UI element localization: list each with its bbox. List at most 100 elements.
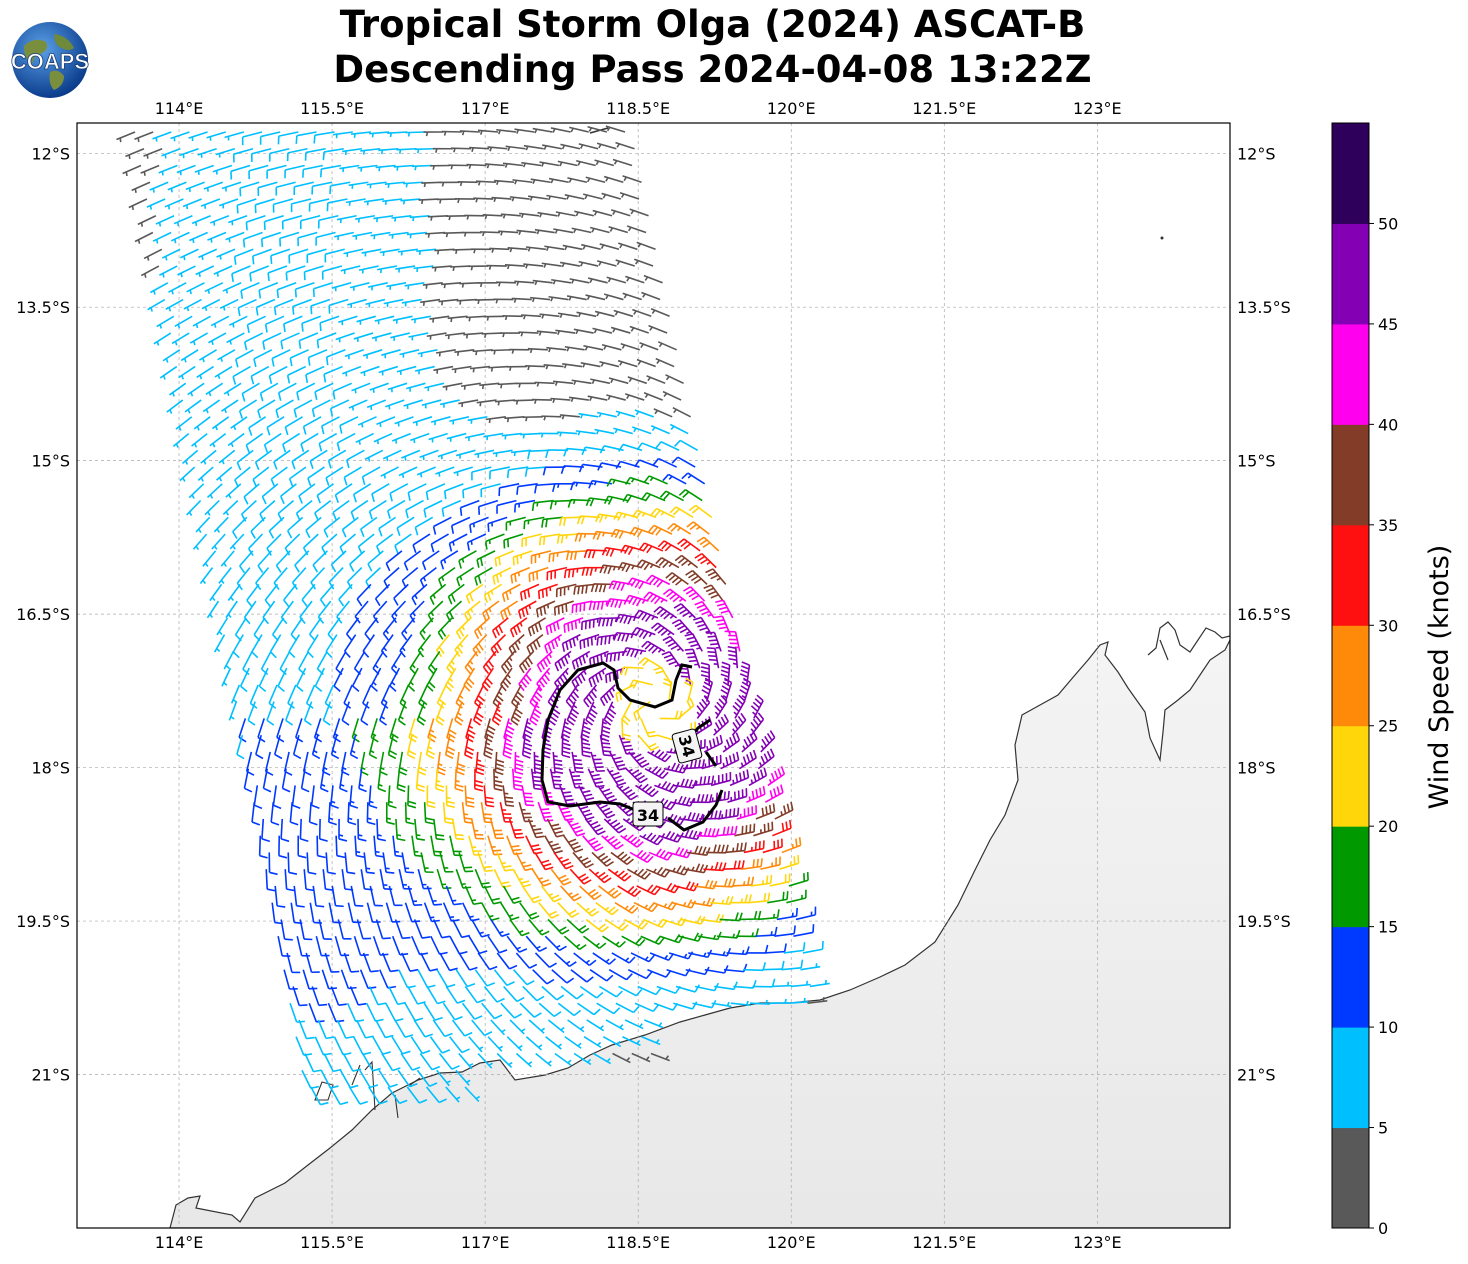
wind-barb xyxy=(677,538,701,552)
wind-barb xyxy=(375,1019,394,1039)
wind-barb xyxy=(131,181,151,193)
wind-barb xyxy=(536,330,557,336)
wind-barb xyxy=(455,617,472,640)
wind-barb xyxy=(389,718,399,743)
wind-barb xyxy=(165,298,184,312)
wind-barb xyxy=(204,282,224,294)
wind-barb xyxy=(458,399,479,408)
wind-barb xyxy=(216,248,236,260)
wind-barb xyxy=(474,868,492,889)
wind-barb xyxy=(276,282,297,299)
wind-barb xyxy=(680,812,704,823)
wind-barb xyxy=(606,276,627,284)
wind-barb xyxy=(502,885,522,905)
wind-barb xyxy=(243,768,253,793)
wind-barb xyxy=(483,583,503,603)
wind-barb xyxy=(419,449,439,461)
wind-barb xyxy=(643,918,668,929)
wind-barb xyxy=(527,347,548,354)
wind-barb xyxy=(392,315,413,324)
wind-barb xyxy=(432,1019,453,1038)
wind-barb xyxy=(606,598,630,609)
wind-barb xyxy=(134,131,154,142)
wind-barb xyxy=(641,291,661,301)
wind-barb xyxy=(463,667,476,692)
wind-barb xyxy=(720,661,731,685)
wind-barb xyxy=(588,868,612,884)
wind-barb xyxy=(152,231,172,244)
wind-barb xyxy=(328,902,342,924)
wind-barb xyxy=(512,868,532,888)
wind-barb xyxy=(225,231,245,243)
wind-barb xyxy=(327,449,347,469)
wind-barb xyxy=(385,1002,404,1022)
wind-barb xyxy=(344,349,365,360)
lat-tick-label: 18°S xyxy=(31,759,70,778)
wind-barb xyxy=(280,818,290,843)
wind-barb xyxy=(289,802,299,826)
wind-barb xyxy=(259,131,281,145)
wind-barb xyxy=(213,516,229,533)
wind-barb xyxy=(286,147,308,162)
wind-barb xyxy=(199,567,214,585)
wind-barb xyxy=(537,583,558,600)
wind-barb xyxy=(479,231,500,237)
wind-barb xyxy=(477,129,499,135)
wind-barb xyxy=(407,667,419,692)
wind-barb xyxy=(303,701,313,726)
wind-barb xyxy=(454,349,475,356)
wind-barb xyxy=(284,164,305,179)
wind-barb xyxy=(545,617,565,635)
wind-barb xyxy=(299,214,321,229)
wind-barb xyxy=(378,1069,398,1088)
wind-barb xyxy=(706,631,722,652)
wind-barb xyxy=(596,260,617,267)
wind-barb xyxy=(328,802,337,826)
wind-barb xyxy=(599,684,616,707)
wind-barb xyxy=(292,298,312,315)
wind-barb xyxy=(331,885,344,908)
wind-barb xyxy=(509,1019,526,1035)
wind-barb xyxy=(407,986,426,1005)
wind-barb xyxy=(626,577,652,590)
wind-barb xyxy=(508,634,525,656)
wind-barb xyxy=(465,583,484,604)
wind-barb xyxy=(485,533,505,550)
wind-barb xyxy=(544,245,565,251)
wind-barb xyxy=(612,1052,631,1064)
wind-barb xyxy=(396,365,417,375)
wind-barb xyxy=(579,633,600,650)
wind-barb xyxy=(545,1036,562,1050)
wind-barb xyxy=(470,818,485,840)
wind-barb xyxy=(369,131,390,138)
wind-barb xyxy=(480,483,501,498)
wind-barb xyxy=(209,583,223,602)
lat-tick-label: 19.5°S xyxy=(16,912,70,931)
wind-barb xyxy=(771,981,792,988)
wind-barb xyxy=(205,382,224,397)
wind-barb xyxy=(559,785,576,805)
wind-barb xyxy=(178,365,196,380)
wind-barb xyxy=(425,231,446,238)
wind-barb xyxy=(720,751,740,770)
wind-barb xyxy=(567,1019,585,1033)
wind-barb xyxy=(466,533,487,551)
title-line-2: Descending Pass 2024-04-08 13:22Z xyxy=(333,48,1092,91)
wind-barb xyxy=(371,483,390,503)
wind-barb xyxy=(428,432,448,443)
wind-barb xyxy=(460,382,481,390)
wind-barb xyxy=(626,868,651,880)
wind-barb xyxy=(425,483,446,501)
kimberley-coast-islands xyxy=(1147,621,1230,661)
wind-barb xyxy=(453,466,473,477)
wind-barb xyxy=(558,516,582,527)
lat-tick-label: 16.5°S xyxy=(16,605,70,624)
wind-barb xyxy=(483,432,504,441)
colorbar-title: Wind Speed (knots) xyxy=(1424,545,1455,810)
wind-barb xyxy=(650,424,670,435)
wind-barb xyxy=(351,718,360,743)
wind-barb xyxy=(793,924,815,937)
wind-barb xyxy=(539,313,560,319)
wind-barb xyxy=(261,818,271,843)
